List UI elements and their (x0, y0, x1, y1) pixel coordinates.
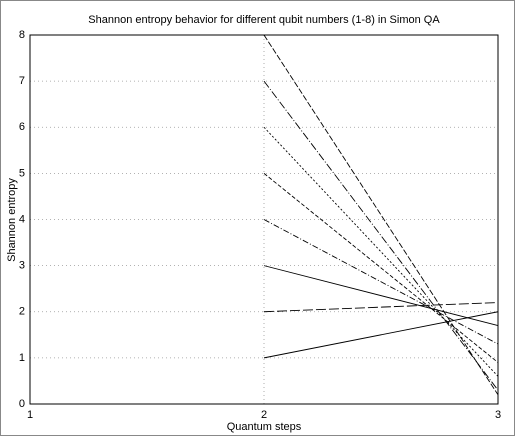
x-tick-label: 2 (261, 409, 267, 421)
y-tick-label: 0 (19, 398, 25, 410)
series-line (263, 311, 499, 359)
y-tick-label: 6 (19, 121, 25, 133)
series-line (263, 265, 499, 327)
x-tick-label: 3 (495, 409, 501, 421)
y-tick-label: 3 (19, 260, 25, 272)
y-tick-label: 5 (19, 167, 25, 179)
y-tick-label: 1 (19, 352, 25, 364)
chart-title: Shannon entropy behavior for different q… (88, 14, 440, 26)
series-line (263, 302, 499, 313)
y-tick-label: 7 (19, 75, 25, 87)
series-line (263, 34, 499, 396)
y-axis-label: Shannon entropy (6, 178, 18, 262)
x-axis-label: Quantum steps (227, 421, 302, 433)
series-line (263, 173, 499, 363)
x-tick-label: 1 (27, 409, 33, 421)
y-tick-label: 2 (19, 306, 25, 318)
y-tick-label: 4 (19, 213, 25, 225)
series-line (263, 219, 499, 345)
y-tick-label: 8 (19, 29, 25, 41)
